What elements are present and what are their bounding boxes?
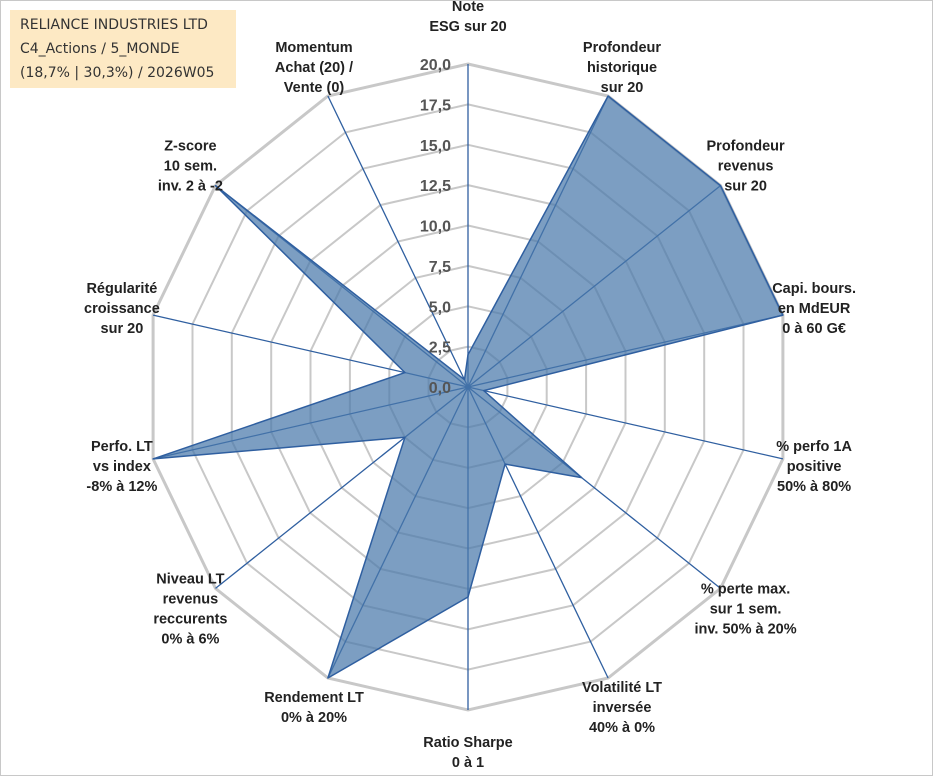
radial-tick-label: 5,0 <box>429 299 451 316</box>
axis-spoke <box>327 95 469 388</box>
axis-label: Niveau LT revenus reccurents 0% à 6% <box>153 571 227 647</box>
axis-label: Rendement LT 0% à 20% <box>264 690 364 726</box>
radial-tick-label: 17,5 <box>420 97 451 114</box>
axis-label: % perte max. sur 1 sem. inv. 50% à 20% <box>695 581 797 637</box>
info-category: C4_Actions / 5_MONDE <box>20 41 180 57</box>
radial-tick-label: 12,5 <box>420 178 451 195</box>
info-box: RELIANCE INDUSTRIES LTD C4_Actions / 5_M… <box>10 10 236 88</box>
axis-label: Z-score 10 sem. inv. 2 à -2 <box>158 139 223 195</box>
axis-label: Profondeur revenus sur 20 <box>707 139 785 195</box>
axis-label: Ratio Sharpe 0 à 1 <box>423 735 512 771</box>
axis-label: Perfo. LT vs index -8% à 12% <box>86 439 157 495</box>
axis-label: Volatilité LT inversée 40% à 0% <box>582 680 662 736</box>
radial-tick-label: 10,0 <box>420 219 451 236</box>
series-area <box>152 95 784 679</box>
axis-label: Momentum Achat (20) / Vente (0) <box>275 40 353 96</box>
axis-label: Note ESG sur 20 <box>429 1 506 35</box>
radial-tick-label: 7,5 <box>429 259 451 276</box>
radial-tick-label: 20,0 <box>420 57 451 74</box>
axis-label: Profondeur historique sur 20 <box>583 40 661 96</box>
axis-spoke <box>467 386 784 460</box>
radial-tick-label: 2,5 <box>429 340 451 357</box>
axis-label: Régularité croissance sur 20 <box>84 281 160 337</box>
radial-tick-labels: 0,0 2,5 5,0 7,5 10,0 12,5 15,0 17,5 20,0 <box>420 57 451 397</box>
info-company: RELIANCE INDUSTRIES LTD <box>20 17 208 33</box>
axis-label: % perfo 1A positive 50% à 80% <box>776 439 852 495</box>
axis-labels: Note ESG sur 20 Profondeur historique sur 20… <box>84 1 856 771</box>
series-polygon <box>152 95 784 679</box>
radial-tick-label: 0,0 <box>429 380 451 397</box>
info-period: (18,7% | 30,3%) / 2026W05 <box>20 65 215 81</box>
radial-tick-label: 15,0 <box>420 138 451 155</box>
axis-label: Capi. bours. en MdEUR 0 à 60 G€ <box>772 281 856 337</box>
